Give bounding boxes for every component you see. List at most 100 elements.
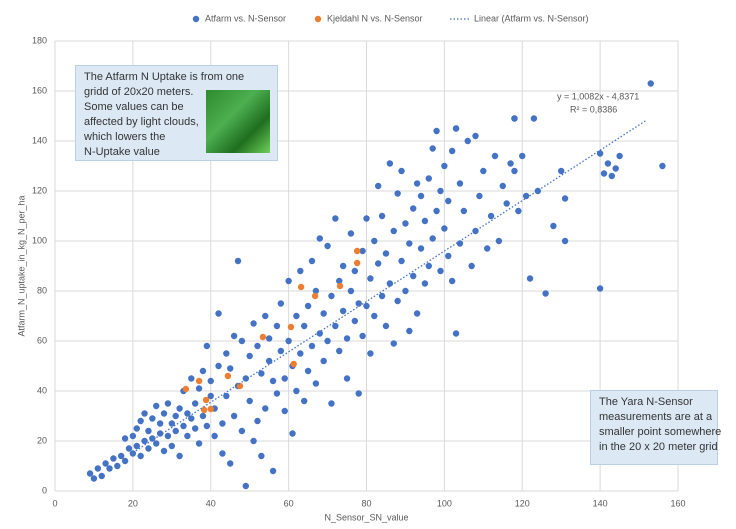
point (448, 277, 456, 285)
point (117, 452, 125, 460)
point (355, 300, 362, 307)
point (246, 352, 253, 360)
y-tick-label: 180 (32, 35, 47, 45)
point (441, 225, 448, 232)
point (285, 277, 292, 285)
point (195, 440, 203, 447)
point (254, 417, 261, 425)
point (421, 280, 429, 287)
x-tick-label: 100 (437, 498, 452, 508)
point (596, 285, 604, 292)
point (378, 292, 386, 300)
point (269, 377, 277, 385)
trend-equation: R² = 0,8386 (570, 104, 617, 114)
point (452, 330, 460, 337)
point (137, 452, 144, 460)
point (503, 200, 510, 207)
point (328, 292, 335, 300)
point (199, 367, 207, 375)
point (398, 257, 405, 265)
point (495, 237, 503, 245)
point (199, 412, 207, 420)
point (336, 347, 343, 355)
point (168, 442, 176, 450)
point (121, 457, 129, 465)
note-line: The Atfarm N Uptake is from one (84, 71, 245, 83)
point (343, 375, 351, 382)
point (359, 247, 366, 255)
point (114, 462, 121, 470)
point (176, 452, 183, 460)
point (308, 257, 316, 265)
point (289, 430, 296, 437)
point (324, 242, 331, 250)
note-line: which lowers the (84, 131, 166, 143)
point (336, 277, 343, 285)
point (281, 375, 288, 382)
x-axis-title: N_Sensor_SN_value (324, 512, 408, 522)
point (230, 332, 238, 340)
point (394, 190, 401, 197)
point (487, 212, 495, 220)
note-line: The Yara N-Sensor (599, 396, 693, 408)
point (219, 420, 226, 427)
point (110, 455, 117, 462)
point (433, 127, 440, 135)
point (402, 287, 409, 295)
point (304, 367, 312, 375)
point (429, 235, 436, 242)
point (390, 340, 397, 347)
point (530, 115, 538, 122)
point (386, 280, 394, 287)
point (312, 380, 320, 387)
point (277, 300, 285, 307)
point (297, 350, 304, 357)
point (390, 227, 397, 235)
point (359, 332, 366, 340)
point (363, 215, 370, 222)
point (406, 327, 413, 335)
legend-marker (314, 15, 322, 23)
note-line: in the 20 x 20 meter grid (599, 441, 718, 453)
note-line: N-Uptake value (84, 146, 160, 158)
x-tick-label: 160 (670, 498, 685, 508)
point (382, 322, 390, 330)
point (94, 465, 102, 472)
point (448, 147, 456, 155)
point (324, 337, 331, 345)
point (223, 392, 230, 400)
point (145, 445, 152, 452)
point (534, 187, 542, 195)
point (227, 460, 234, 467)
point (230, 412, 238, 420)
note-line: Some values can be (84, 101, 184, 113)
point (227, 365, 234, 372)
point (250, 437, 257, 445)
point (316, 330, 323, 337)
y-tick-label: 160 (32, 85, 47, 95)
point (215, 310, 222, 317)
y-tick-label: 0 (42, 485, 47, 495)
y-tick-label: 140 (32, 135, 47, 145)
point (290, 360, 297, 368)
point (339, 307, 347, 315)
point (519, 152, 526, 160)
point (188, 375, 195, 382)
point (219, 450, 226, 457)
x-tick-label: 140 (593, 498, 608, 508)
point (258, 370, 265, 377)
point (141, 410, 148, 417)
point (456, 180, 464, 187)
point (417, 192, 425, 200)
point (258, 452, 265, 460)
point (172, 412, 179, 420)
point (339, 262, 347, 270)
point (328, 400, 335, 407)
trendline (132, 119, 648, 454)
point (207, 377, 214, 385)
point (507, 160, 514, 167)
point (484, 245, 491, 252)
point (224, 372, 232, 380)
point (382, 250, 390, 257)
point (441, 162, 448, 170)
